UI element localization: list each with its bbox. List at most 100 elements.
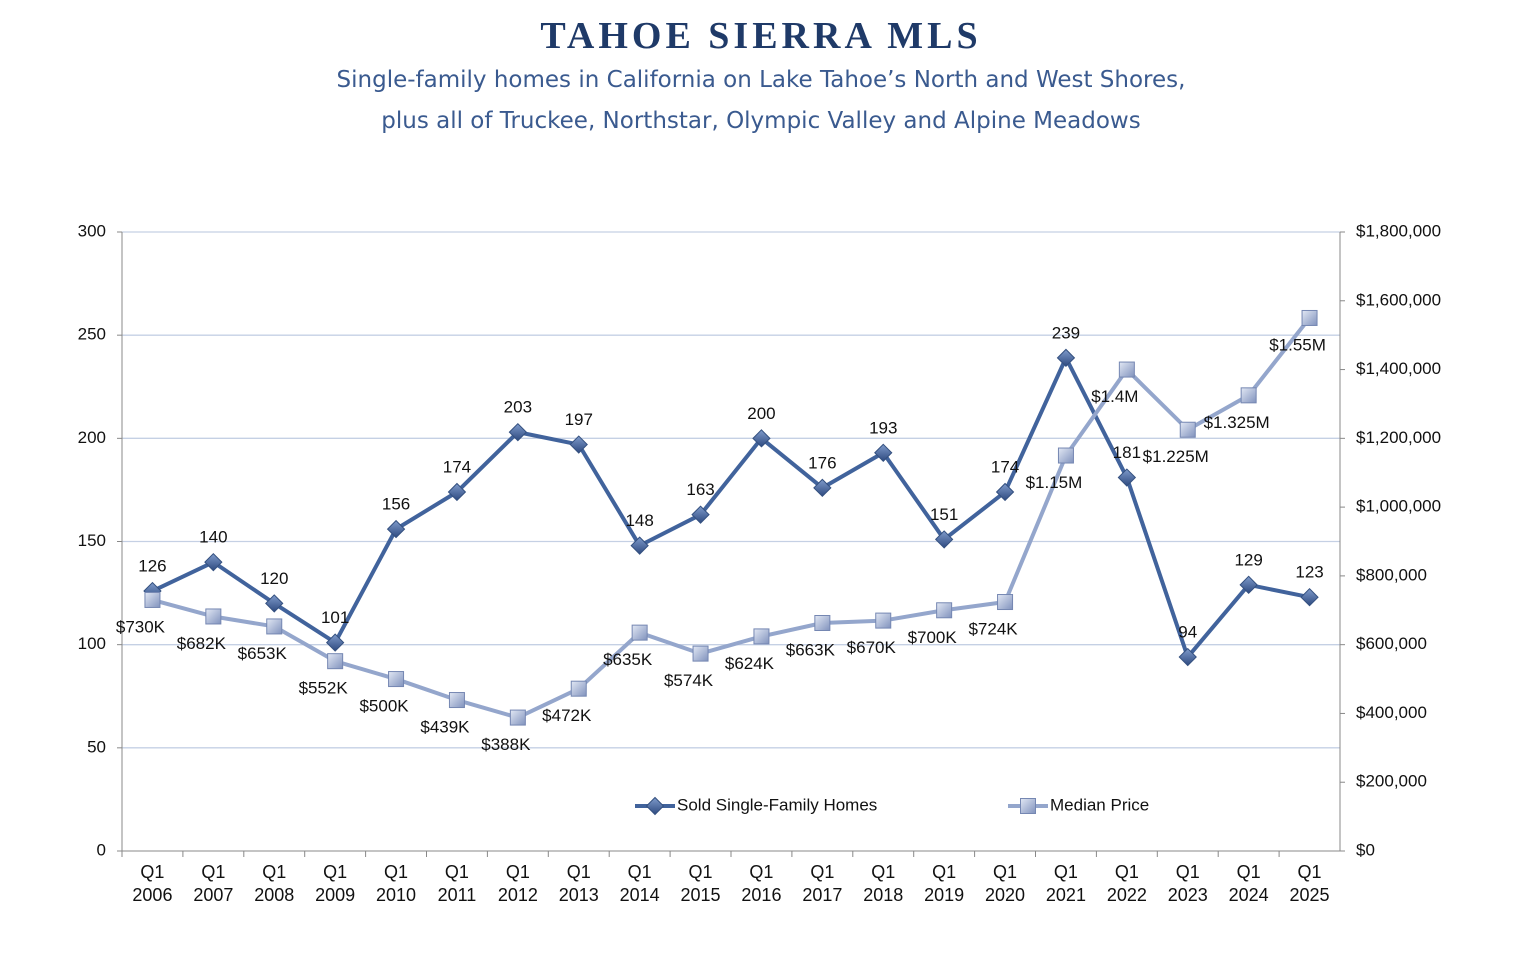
data-label: 174: [443, 457, 471, 476]
data-label: 239: [1052, 323, 1080, 342]
x-tick-label: Q1 2024: [1228, 862, 1269, 905]
marker: [692, 645, 709, 662]
data-label: 197: [565, 410, 593, 429]
data-label: $574K: [664, 671, 714, 690]
data-label: 126: [138, 557, 166, 576]
marker: [1179, 421, 1196, 438]
marker: [1056, 348, 1076, 368]
data-label: $1.325M: [1204, 413, 1270, 432]
x-tick-label: Q1 2022: [1106, 862, 1147, 905]
marker: [265, 594, 284, 613]
data-label: 129: [1234, 550, 1262, 569]
y-tick-label: 100: [78, 634, 106, 653]
marker: [388, 671, 405, 688]
y2-tick-label: $0: [1356, 840, 1375, 859]
y-tick-label: 50: [87, 737, 106, 756]
x-tick-label: Q1 2010: [376, 862, 417, 905]
data-label: $388K: [481, 735, 531, 754]
marker: [1117, 468, 1137, 487]
marker: [934, 530, 954, 549]
data-label: $500K: [359, 697, 409, 716]
legend-marker: [1020, 798, 1036, 814]
data-label: $552K: [299, 679, 349, 698]
marker: [508, 422, 528, 442]
data-label: 148: [625, 511, 653, 530]
x-tick-label: Q1 2006: [132, 862, 173, 905]
x-tick-label: Q1 2019: [924, 862, 965, 905]
data-label: 181: [1113, 443, 1141, 462]
legend-label: Sold Single-Family Homes: [677, 795, 877, 814]
marker: [448, 692, 465, 709]
y-tick-label: 250: [78, 325, 106, 344]
data-label: $1.55M: [1269, 335, 1326, 354]
data-label: $635K: [603, 650, 653, 669]
marker: [1057, 447, 1074, 464]
x-tick-label: Q1 2013: [558, 862, 599, 905]
marker: [753, 628, 770, 645]
data-label: 203: [504, 398, 532, 417]
x-tick-label: Q1 2020: [985, 862, 1026, 905]
x-tick-label: Q1 2012: [497, 862, 538, 905]
marker: [1178, 647, 1197, 667]
data-label: $670K: [847, 638, 897, 657]
marker: [1301, 309, 1318, 326]
data-label: $1.225M: [1143, 447, 1209, 466]
y2-tick-label: $1,200,000: [1356, 428, 1441, 447]
x-tick-label: Q1 2025: [1289, 862, 1330, 905]
data-label: 193: [869, 418, 897, 437]
chart-title: TAHOE SIERRA MLS: [540, 15, 982, 57]
y-tick-label: 150: [78, 531, 106, 550]
x-tick-label: Q1 2017: [802, 862, 843, 905]
legend-marker: [645, 796, 665, 816]
marker: [752, 429, 771, 448]
x-tick-label: Q1 2018: [863, 862, 904, 905]
data-label: 101: [321, 608, 349, 627]
data-label: $653K: [238, 644, 288, 663]
series-line: [151, 355, 1310, 660]
marker: [1118, 361, 1135, 378]
x-tick-label: Q1 2009: [315, 862, 356, 905]
y2-tick-label: $800,000: [1356, 565, 1427, 584]
marker: [205, 608, 222, 625]
data-label: $663K: [786, 640, 836, 659]
legend-label: Median Price: [1050, 795, 1149, 814]
data-label: 120: [260, 569, 288, 588]
marker: [386, 519, 406, 539]
data-label: 156: [382, 495, 410, 514]
data-label: 140: [199, 528, 227, 547]
marker: [144, 591, 161, 608]
y-tick-label: 300: [78, 221, 106, 240]
marker: [936, 602, 953, 619]
data-label: 176: [808, 453, 836, 472]
marker: [997, 594, 1014, 611]
y2-tick-label: $1,600,000: [1356, 290, 1441, 309]
y2-tick-label: $400,000: [1356, 703, 1427, 722]
marker: [325, 633, 345, 652]
marker: [874, 443, 893, 462]
x-tick-label: Q1 2015: [680, 862, 721, 905]
data-label: $1.4M: [1091, 387, 1138, 406]
data-label: $1.15M: [1026, 473, 1083, 492]
x-tick-label: Q1 2011: [437, 862, 477, 905]
data-label: 151: [930, 505, 958, 524]
data-label: $700K: [908, 628, 958, 647]
data-label: $682K: [177, 634, 227, 653]
x-tick-label: Q1 2023: [1167, 862, 1208, 905]
data-label: 123: [1295, 563, 1323, 582]
data-label: 94: [1178, 623, 1197, 642]
marker: [691, 505, 710, 524]
marker: [995, 482, 1015, 502]
marker: [447, 482, 467, 502]
marker: [630, 536, 649, 555]
y2-tick-label: $200,000: [1356, 772, 1427, 791]
data-label: $439K: [420, 718, 470, 737]
marker: [1239, 575, 1258, 595]
marker: [813, 478, 832, 498]
data-label: $624K: [725, 654, 775, 673]
marker: [814, 615, 831, 632]
marker: [569, 435, 588, 454]
marker: [570, 680, 587, 697]
data-label: 200: [747, 404, 775, 423]
